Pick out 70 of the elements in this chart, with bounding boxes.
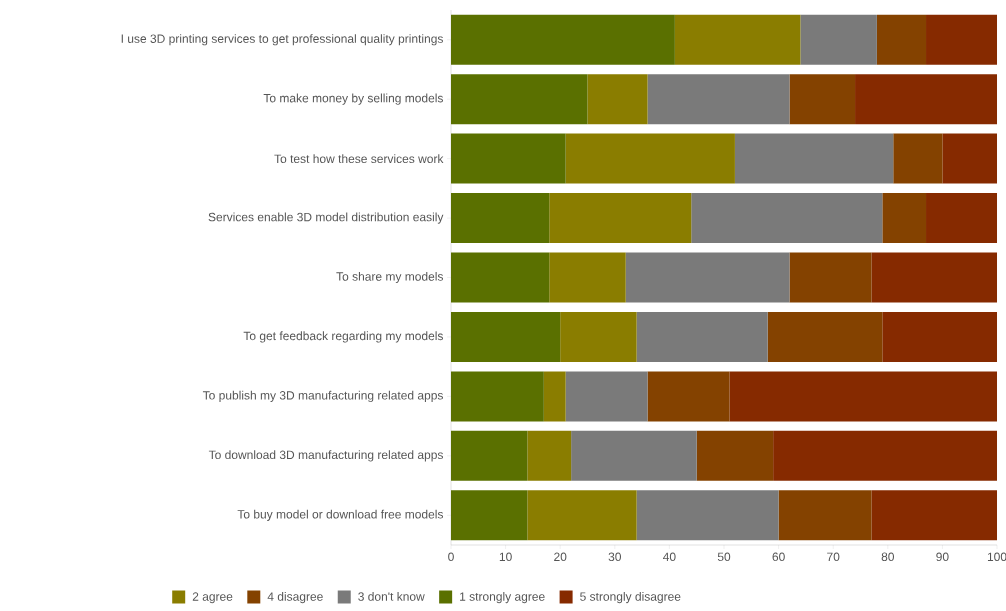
bar [876, 14, 927, 65]
bar [734, 133, 894, 184]
x-tick-label: 70 [827, 552, 840, 562]
bar [451, 311, 561, 362]
y-tick-label: To make money by selling models [263, 93, 443, 105]
y-tick-label: To get feedback regarding my models [243, 331, 443, 343]
bar [451, 193, 550, 244]
bar [549, 193, 692, 244]
x-tick-label: 0 [448, 552, 454, 562]
bar [893, 133, 943, 184]
bar [882, 193, 927, 244]
bar [926, 14, 998, 65]
bar [527, 430, 572, 481]
bar [882, 311, 998, 362]
bar [527, 490, 637, 541]
bar [625, 252, 790, 303]
x-tick-label: 90 [936, 552, 949, 562]
x-tick-label: 50 [717, 552, 731, 562]
x-tick-label: 30 [608, 552, 622, 562]
bar [926, 193, 998, 244]
x-tick-label: 40 [663, 552, 676, 562]
bar [451, 252, 550, 303]
x-tick-label: 20 [554, 552, 567, 562]
bar [451, 14, 675, 65]
bar [451, 74, 588, 125]
bar [767, 311, 883, 362]
legend-label: 3 don't know [358, 591, 425, 601]
bar [451, 133, 566, 184]
bar [451, 371, 544, 422]
bar [565, 371, 648, 422]
y-tick-label: I use 3D printing services to get professional quality printings [121, 34, 443, 46]
y-tick-label: To download 3D manufacturing related apps [208, 450, 443, 462]
x-tick-label: 100 [987, 552, 1006, 562]
bar [565, 133, 735, 184]
bar [451, 490, 528, 541]
legend-label: 4 disagree [267, 591, 323, 604]
x-tick-label: 80 [881, 552, 895, 562]
bar [636, 311, 768, 362]
bar [773, 430, 998, 481]
bar [549, 252, 626, 303]
y-tick-label: To buy model or download free models [237, 509, 443, 521]
bar [800, 14, 877, 65]
bar [789, 252, 872, 303]
bar [696, 430, 774, 481]
y-tick-label: To test how these services work [274, 154, 444, 164]
bar [543, 371, 566, 422]
bar [871, 252, 998, 303]
bar [729, 371, 998, 422]
legend-label: 2 agree [192, 592, 233, 604]
bar [789, 74, 856, 125]
bar [451, 430, 528, 481]
legend-label: 1 strongly agree [460, 591, 545, 604]
x-tick-label: 10 [499, 552, 512, 562]
bar [587, 74, 648, 125]
bar [560, 311, 637, 362]
bar [855, 74, 998, 125]
bar [942, 133, 998, 184]
bar [647, 74, 790, 125]
y-tick-label: To share my models [336, 271, 444, 284]
bar [636, 490, 779, 541]
bar [674, 14, 801, 65]
y-tick-label: Services enable 3D model distribution easily [208, 212, 444, 224]
bar [778, 490, 872, 541]
legend-label: 5 strongly disagree [580, 591, 681, 604]
bar [871, 490, 998, 541]
bar [647, 371, 730, 422]
bar [691, 193, 883, 244]
y-tick-label: To publish my 3D manufacturing related apps [202, 390, 443, 402]
x-tick-label: 60 [772, 552, 785, 562]
bar [571, 430, 697, 481]
